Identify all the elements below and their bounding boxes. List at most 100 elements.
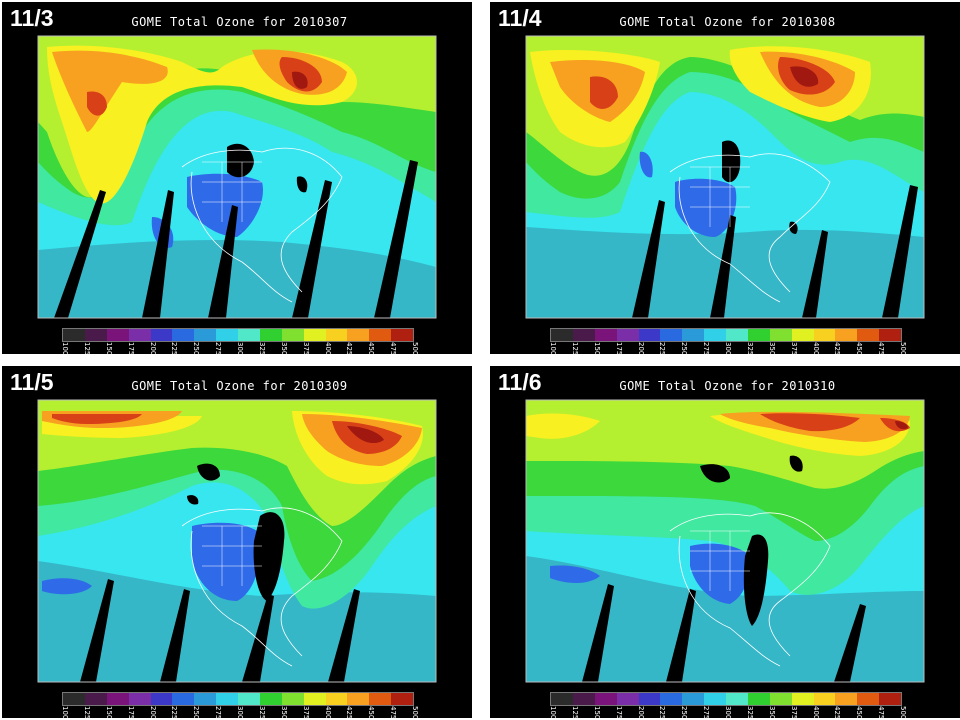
colorbar-segment — [638, 693, 661, 705]
colorbar-segment — [281, 329, 304, 341]
colorbar-segment — [259, 329, 282, 341]
date-label: 11/6 — [498, 369, 542, 395]
colorbar-segment — [194, 693, 217, 705]
colorbar — [62, 692, 414, 706]
colorbar-tick-label: 400 — [323, 342, 332, 354]
colorbar-segment — [857, 329, 880, 341]
map-title: GOME Total Ozone for 2010309 — [131, 379, 348, 393]
colorbar-segment — [682, 693, 705, 705]
colorbar — [550, 328, 902, 342]
colorbar-tick-label: 250 — [680, 706, 689, 718]
colorbar — [62, 328, 414, 342]
colorbar-segment — [791, 693, 814, 705]
date-label: 11/4 — [498, 5, 542, 31]
colorbar-tick-label: 200 — [636, 342, 645, 354]
colorbar-tick-label: 450 — [855, 342, 864, 354]
colorbar-segment — [813, 693, 836, 705]
colorbar-tick-label: 375 — [301, 706, 310, 718]
colorbar-tick-label: 475 — [877, 706, 886, 718]
colorbar-segment — [150, 329, 173, 341]
colorbar-tick-label: 125 — [570, 342, 579, 354]
colorbar-segment — [638, 329, 661, 341]
colorbar-tick-label: 425 — [345, 706, 354, 718]
ozone-panel-1104: 11/4 GOME Total Ozone for 2010308 100 125… — [490, 2, 960, 354]
colorbar-tick-label: 275 — [214, 706, 223, 718]
colorbar-tick-label: 325 — [257, 342, 266, 354]
colorbar-tick-label: 175 — [614, 706, 623, 718]
colorbar-tick-label: 150 — [592, 706, 601, 718]
colorbar-segment — [194, 329, 217, 341]
colorbar-tick-label: 100 — [549, 706, 557, 718]
colorbar-segment — [616, 329, 639, 341]
colorbar-tick-label: 325 — [745, 342, 754, 354]
colorbar-tick-label: 275 — [702, 706, 711, 718]
colorbar-segment — [660, 693, 683, 705]
colorbar-tick-label: 100 — [549, 342, 557, 354]
colorbar-segment — [216, 693, 238, 705]
colorbar-tick-label: 100 — [61, 706, 69, 718]
colorbar-tick-label: 300 — [236, 342, 244, 354]
colorbar-segment — [128, 693, 151, 705]
colorbar-segment — [347, 693, 370, 705]
colorbar-segment — [391, 693, 413, 705]
colorbar-segment — [835, 329, 858, 341]
colorbar-segment — [325, 693, 348, 705]
colorbar-segment — [281, 693, 304, 705]
colorbar-tick-label: 200 — [148, 706, 157, 718]
colorbar-segment — [63, 329, 85, 341]
colorbar-segment — [857, 693, 880, 705]
ozone-map — [37, 399, 437, 683]
colorbar-segment — [682, 329, 705, 341]
colorbar-tick-label: 175 — [126, 706, 135, 718]
colorbar-segment — [551, 329, 573, 341]
colorbar-segment — [303, 329, 326, 341]
map-title: GOME Total Ozone for 2010310 — [619, 379, 836, 393]
colorbar-segment — [879, 329, 901, 341]
colorbar-segment — [813, 329, 836, 341]
colorbar-tick-label: 175 — [614, 342, 623, 354]
colorbar-segment — [106, 693, 129, 705]
colorbar-tick-label: 100 — [61, 342, 69, 354]
colorbar-segment — [325, 329, 348, 341]
colorbar-segment — [572, 329, 595, 341]
colorbar-tick-label: 225 — [170, 706, 179, 718]
colorbar-tick-label: 500 — [411, 706, 419, 718]
colorbar — [550, 692, 902, 706]
ozone-map — [525, 35, 925, 319]
colorbar-tick-label: 300 — [724, 342, 732, 354]
colorbar-segment — [594, 329, 617, 341]
colorbar-segment — [835, 693, 858, 705]
colorbar-segment — [369, 693, 392, 705]
colorbar-ticks: 100 125 150 175 200 225 250 275 300 325 350 375 400 4… — [61, 706, 419, 718]
colorbar-tick-label: 150 — [104, 706, 113, 718]
colorbar-tick-label: 425 — [833, 706, 842, 718]
colorbar-tick-label: 400 — [323, 706, 332, 718]
colorbar-segment — [347, 329, 370, 341]
colorbar-segment — [303, 693, 326, 705]
colorbar-tick-label: 450 — [855, 706, 864, 718]
colorbar-tick-label: 300 — [236, 706, 244, 718]
colorbar-segment — [259, 693, 282, 705]
colorbar-tick-label: 500 — [411, 342, 419, 354]
colorbar-ticks: 100 125 150 175 200 225 250 275 300 325 350 375 400 4… — [549, 706, 907, 718]
colorbar-tick-label: 375 — [789, 706, 798, 718]
colorbar-segment — [63, 693, 85, 705]
colorbar-segment — [150, 693, 173, 705]
colorbar-tick-label: 250 — [192, 342, 201, 354]
colorbar-tick-label: 425 — [345, 342, 354, 354]
colorbar-tick-label: 350 — [279, 342, 288, 354]
colorbar-segment — [106, 329, 129, 341]
ozone-panel-1106: 11/6 GOME Total Ozone for 2010310 100 125… — [490, 366, 960, 718]
colorbar-tick-label: 250 — [192, 706, 201, 718]
colorbar-tick-label: 125 — [82, 342, 91, 354]
colorbar-tick-label: 150 — [592, 342, 601, 354]
colorbar-tick-label: 125 — [82, 706, 91, 718]
colorbar-tick-label: 300 — [724, 706, 732, 718]
colorbar-tick-label: 425 — [833, 342, 842, 354]
colorbar-segment — [391, 329, 413, 341]
colorbar-segment — [879, 693, 901, 705]
colorbar-tick-label: 500 — [899, 342, 907, 354]
colorbar-tick-label: 125 — [570, 706, 579, 718]
colorbar-tick-label: 475 — [389, 706, 398, 718]
colorbar-segment — [238, 329, 260, 341]
